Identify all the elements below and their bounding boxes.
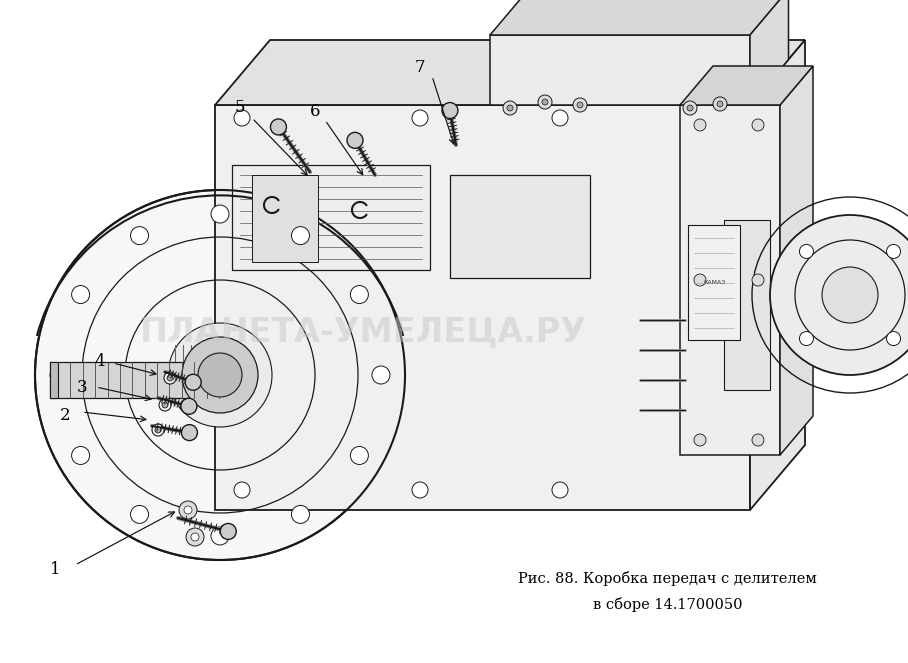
Text: Рис. 88. Коробка передач с делителем: Рис. 88. Коробка передач с делителем	[518, 572, 817, 586]
Circle shape	[503, 101, 517, 115]
Circle shape	[347, 133, 363, 149]
Circle shape	[234, 110, 250, 126]
Polygon shape	[780, 66, 813, 455]
Circle shape	[72, 446, 90, 465]
Circle shape	[186, 528, 204, 546]
Circle shape	[291, 227, 310, 245]
Circle shape	[291, 505, 310, 523]
Circle shape	[886, 332, 901, 345]
Circle shape	[799, 332, 814, 345]
Circle shape	[577, 102, 583, 108]
Circle shape	[35, 190, 405, 560]
Circle shape	[687, 105, 693, 111]
Polygon shape	[680, 66, 813, 105]
Circle shape	[713, 97, 727, 111]
Polygon shape	[724, 220, 770, 390]
Polygon shape	[50, 362, 58, 398]
Text: 1: 1	[50, 562, 60, 579]
Circle shape	[752, 434, 764, 446]
Circle shape	[271, 119, 286, 135]
Circle shape	[50, 366, 68, 384]
Circle shape	[191, 533, 199, 541]
Circle shape	[372, 366, 390, 384]
Circle shape	[770, 215, 908, 375]
Polygon shape	[232, 165, 430, 270]
Circle shape	[234, 482, 250, 498]
Circle shape	[752, 274, 764, 286]
Text: КАМАЗ: КАМАЗ	[703, 280, 725, 284]
Circle shape	[507, 105, 513, 111]
Circle shape	[185, 374, 202, 391]
Circle shape	[162, 402, 168, 408]
Polygon shape	[490, 35, 750, 105]
Text: 7: 7	[415, 60, 425, 76]
Circle shape	[683, 101, 697, 115]
Circle shape	[542, 99, 548, 105]
Text: 5: 5	[235, 99, 245, 117]
Circle shape	[198, 353, 242, 397]
Circle shape	[350, 446, 369, 465]
Text: в сборе 14.1700050: в сборе 14.1700050	[593, 597, 742, 612]
Circle shape	[552, 482, 568, 498]
Text: 3: 3	[76, 379, 87, 396]
Circle shape	[211, 527, 229, 545]
Circle shape	[181, 398, 197, 414]
Polygon shape	[750, 0, 788, 105]
Circle shape	[131, 505, 149, 523]
Polygon shape	[450, 175, 590, 278]
Polygon shape	[680, 105, 780, 455]
Circle shape	[211, 205, 229, 223]
Circle shape	[412, 110, 428, 126]
Circle shape	[752, 119, 764, 131]
Circle shape	[694, 119, 706, 131]
Circle shape	[179, 501, 197, 519]
Circle shape	[694, 274, 706, 286]
Circle shape	[155, 427, 161, 433]
Circle shape	[182, 424, 197, 441]
Circle shape	[552, 110, 568, 126]
Circle shape	[573, 98, 587, 112]
Circle shape	[167, 375, 173, 381]
Circle shape	[221, 524, 236, 540]
Circle shape	[799, 245, 814, 259]
Circle shape	[131, 227, 149, 245]
Circle shape	[159, 399, 171, 411]
Polygon shape	[688, 225, 740, 340]
Circle shape	[164, 372, 176, 384]
Polygon shape	[215, 40, 805, 105]
Circle shape	[442, 103, 458, 119]
Circle shape	[822, 267, 878, 323]
Text: ПЛАНЕТА-УМЕЛЕЦА.РУ: ПЛАНЕТА-УМЕЛЕЦА.РУ	[140, 315, 587, 348]
Circle shape	[72, 286, 90, 304]
Text: 4: 4	[94, 353, 105, 371]
Circle shape	[350, 286, 369, 304]
Polygon shape	[50, 362, 225, 398]
Circle shape	[184, 506, 192, 514]
Text: 6: 6	[310, 103, 321, 121]
Circle shape	[886, 245, 901, 259]
Circle shape	[412, 482, 428, 498]
Polygon shape	[490, 0, 788, 35]
Circle shape	[168, 323, 272, 427]
Circle shape	[538, 95, 552, 109]
Polygon shape	[750, 40, 805, 510]
Text: 2: 2	[60, 406, 70, 424]
Polygon shape	[215, 105, 750, 510]
Circle shape	[717, 101, 723, 107]
Circle shape	[182, 337, 258, 413]
Circle shape	[694, 434, 706, 446]
Polygon shape	[252, 175, 318, 262]
Circle shape	[152, 424, 164, 436]
